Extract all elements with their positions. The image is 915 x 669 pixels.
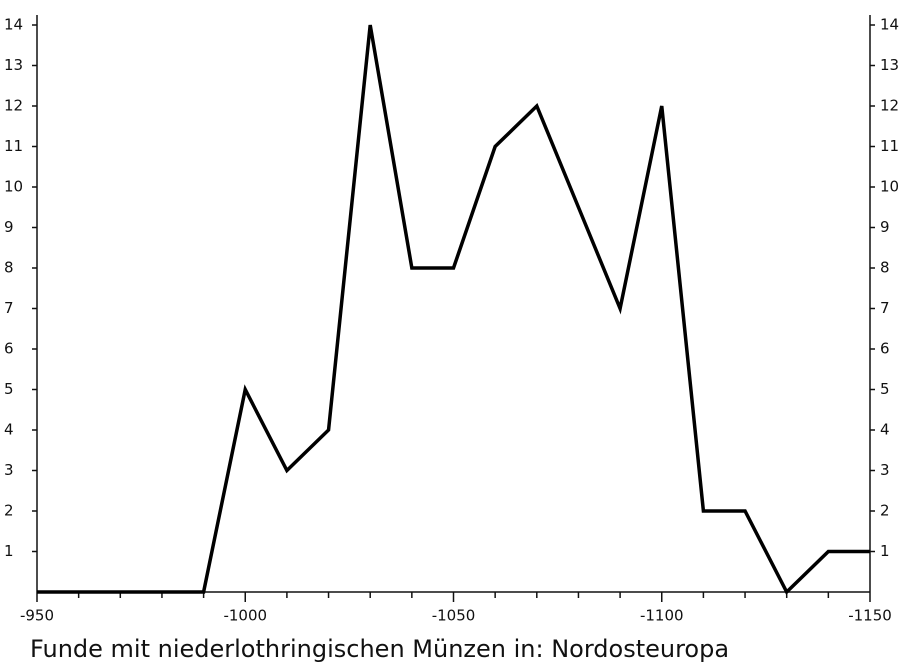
x-tick-label: -1100 [640,607,684,625]
y2-tick-label: 14 [880,16,899,34]
y-tick-label: 13 [4,56,23,74]
y-tick-label: 5 [4,380,14,398]
y2-tick-label: 6 [880,340,890,358]
y2-tick-label: 2 [880,502,890,520]
y2-tick-label: 9 [880,218,890,236]
y-tick-label: 10 [4,178,23,196]
y-tick-label: 12 [4,97,23,115]
y-tick-label: 4 [4,421,14,439]
y-tick-label: 7 [4,299,14,317]
y2-tick-label: 4 [880,421,890,439]
data-line [37,24,870,595]
x-tick-label: -1000 [223,607,267,625]
y-tick-label: 6 [4,340,14,358]
x-tick-label: -1050 [432,607,476,625]
y2-tick-label: 10 [880,178,899,196]
y2-tick-label: 7 [880,299,890,317]
y2-tick-label: 1 [880,542,890,560]
x-tick-label: -1150 [848,607,892,625]
y-tick-label: 14 [4,16,23,34]
y-tick-label: 9 [4,218,14,236]
y-tick-label: 1 [4,542,14,560]
y2-tick-label: 12 [880,97,899,115]
y2-tick-label: 8 [880,259,890,277]
y-tick-label: 2 [4,502,14,520]
y-tick-label: 11 [4,137,23,155]
x-tick-label: -950 [20,607,54,625]
y2-tick-label: 3 [880,461,890,479]
y-tick-label: 8 [4,259,14,277]
y2-tick-label: 5 [880,380,890,398]
y-tick-label: 3 [4,461,14,479]
y2-tick-label: 13 [880,56,899,74]
y2-tick-label: 11 [880,137,899,155]
chart-title: Funde mit niederlothringischen Münzen in… [30,635,729,663]
